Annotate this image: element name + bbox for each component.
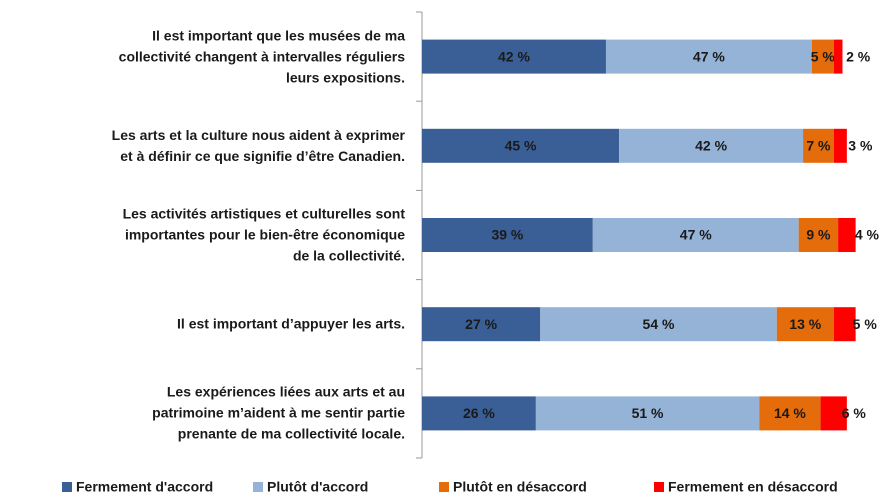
bar-segment [592,218,799,252]
data-label: 13 % [789,316,821,332]
data-label: 42 % [695,138,727,154]
legend-swatch [253,482,263,492]
data-label: 9 % [806,227,831,243]
data-label: 4 % [855,227,880,243]
bar-segment [838,218,856,252]
bar-segment [605,39,812,74]
data-label: 54 % [643,316,675,332]
data-label: 2 % [846,48,871,64]
bar-segment [422,39,606,74]
bar-segment [619,128,804,163]
bar-segment [833,307,856,342]
bar-segment [833,39,843,74]
data-label: 47 % [693,48,725,64]
legend-label: Plutôt en désaccord [453,479,587,495]
bar-segment [776,307,834,342]
legend-swatch [62,482,72,492]
data-label: 26 % [463,405,495,421]
bar-segment [820,396,847,431]
bar-segment [422,307,541,342]
data-label: 14 % [774,405,806,421]
category-label: Les activités artistiques et culturelles… [122,205,405,264]
category-label: Il est important que les musées de ma co… [118,27,405,86]
data-label: 47 % [680,227,712,243]
bar-segment [759,396,821,431]
data-label: 42 % [498,48,530,64]
category-label: Les expériences liées aux arts et au pat… [152,383,405,442]
data-label: 39 % [491,227,523,243]
bar-segment [422,218,593,252]
legend-swatch [654,482,664,492]
data-label: 45 % [505,138,537,154]
bar-segment [798,218,839,252]
bar-segment [540,307,777,342]
legend-swatch [439,482,449,492]
data-label: 5 % [853,316,878,332]
data-label: 3 % [848,138,873,154]
data-label: 6 % [842,405,867,421]
bar-segment [833,128,847,163]
bar-segment [422,128,620,163]
bar-segment [422,396,536,431]
category-label: Il est important d’appuyer les arts. [177,315,405,332]
category-label: Les arts et la culture nous aident à exp… [111,126,405,164]
bar-segment [803,128,834,163]
data-label: 51 % [632,405,664,421]
legend-label: Fermement en désaccord [668,479,838,495]
data-label: 5 % [811,48,836,64]
bar-segment [535,396,760,431]
data-label: 27 % [465,316,497,332]
legend-label: Fermement d'accord [76,479,213,495]
data-label: 7 % [806,138,831,154]
legend-label: Plutôt d'accord [267,479,368,495]
bar-segment [811,39,834,74]
